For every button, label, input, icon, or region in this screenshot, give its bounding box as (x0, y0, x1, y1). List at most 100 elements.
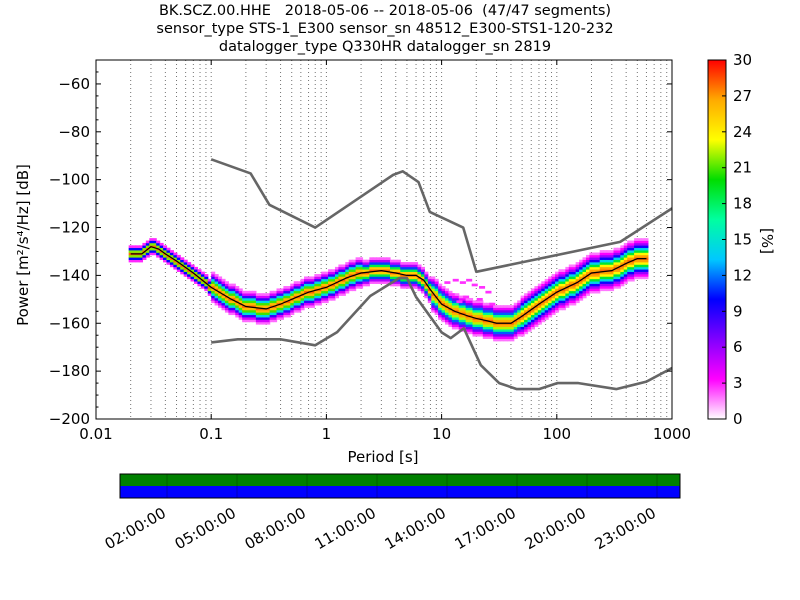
ppsd-cell (486, 331, 491, 335)
ppsd-cell (331, 271, 336, 275)
ppsd-cell (152, 252, 157, 256)
ppsd-cell (503, 317, 508, 320)
ppsd-cell (441, 317, 446, 320)
ppsd-cell (455, 321, 460, 325)
ppsd-cell (448, 312, 453, 316)
ppsd-cell (634, 266, 639, 270)
ppsd-cell (211, 288, 216, 292)
ppsd-cell (585, 283, 591, 287)
ppsd-cell (276, 314, 281, 318)
ppsd-cell (585, 281, 591, 284)
ppsd-cell (383, 281, 388, 284)
ppsd-cell (530, 302, 535, 306)
ppsd-cell (249, 297, 254, 301)
ppsd-cell (640, 245, 646, 249)
ppsd-cell (637, 264, 642, 268)
ppsd-cell (438, 297, 443, 301)
ppsd-cell (345, 288, 350, 292)
ppsd-cell (149, 238, 154, 241)
colorbar-label: [%] (758, 228, 776, 254)
ppsd-cell (235, 302, 240, 306)
ppsd-cell (156, 240, 161, 244)
ppsd-cell (524, 314, 529, 318)
ppsd-cell (135, 250, 140, 253)
ppsd-cell (465, 297, 470, 301)
ppsd-cell (469, 326, 474, 330)
ppsd-cell (465, 326, 470, 330)
ppsd-cell (396, 266, 401, 270)
ppsd-cell (568, 288, 573, 292)
ppsd-cell (187, 274, 192, 277)
ppsd-cell (537, 321, 542, 325)
ppsd-cell (444, 295, 450, 299)
ppsd-cell (334, 283, 340, 287)
ppsd-cell (362, 269, 367, 272)
ppsd-cell (324, 278, 329, 282)
ppsd-cell (300, 286, 305, 289)
ppsd-cell (572, 266, 577, 270)
ppsd-cell (500, 314, 505, 318)
ppsd-cell (279, 293, 284, 296)
ppsd-cell (163, 254, 168, 258)
ppsd-cell (211, 281, 216, 284)
ppsd-cell (193, 278, 199, 282)
ppsd-cell (293, 293, 298, 296)
ppsd-cell (242, 293, 247, 296)
ppsd-cell (245, 307, 250, 311)
ppsd-cell (283, 297, 288, 301)
ppsd-cell (472, 333, 477, 337)
ppsd-cell (510, 326, 515, 330)
ppsd-cell (221, 307, 226, 311)
ppsd-cell (159, 245, 164, 249)
ppsd-cell (255, 295, 260, 299)
ppsd-cell (310, 300, 315, 304)
ppsd-cell (634, 245, 639, 249)
ppsd-cell (300, 300, 305, 304)
ppsd-cell (455, 302, 460, 306)
ppsd-cell (472, 305, 477, 308)
ppsd-cell (293, 307, 298, 311)
ppsd-cell (386, 281, 391, 284)
ppsd-cell (235, 309, 240, 313)
ppsd-cell (630, 254, 635, 258)
ppsd-cell (489, 331, 494, 335)
ppsd-cell (444, 293, 450, 296)
ppsd-cell (359, 274, 364, 277)
ppsd-cell (585, 254, 591, 258)
ppsd-cell (613, 252, 618, 256)
ppsd-cell (455, 305, 460, 308)
ppsd-cell (207, 290, 212, 294)
ppsd-cell (235, 307, 240, 311)
ppsd-cell (345, 281, 350, 284)
ppsd-cell (603, 269, 608, 272)
ppsd-cell (589, 286, 594, 289)
ppsd-cell (365, 264, 370, 268)
ppsd-cell (551, 295, 556, 299)
ppsd-cell (585, 262, 591, 265)
ppsd-cell (548, 290, 553, 294)
ppsd-cell (135, 254, 140, 258)
ppsd-cell (599, 276, 604, 280)
ppsd-cell (379, 278, 384, 282)
ppsd-cell (369, 269, 374, 272)
ppsd-cell (555, 286, 560, 289)
ppsd-cell (252, 312, 257, 316)
ppsd-cell (138, 245, 144, 249)
ppsd-cell (314, 281, 319, 284)
ppsd-cell (317, 295, 322, 299)
ppsd-cell (489, 324, 494, 328)
ppsd-cell (218, 276, 223, 280)
ppsd-cell (276, 297, 281, 301)
ppsd-cell (644, 266, 649, 270)
ppsd-cell (558, 283, 563, 287)
ppsd-cell (530, 290, 535, 294)
ppsd-cell (273, 317, 278, 320)
ppsd-cell (431, 290, 436, 294)
ppsd-cell (500, 309, 505, 313)
colorbar-tick-label: 12 (733, 266, 752, 284)
ppsd-cell (482, 314, 487, 318)
ppsd-cell (228, 307, 233, 311)
ppsd-cell (561, 274, 566, 277)
ppsd-cell (214, 290, 219, 294)
ppsd-cell (365, 281, 370, 284)
